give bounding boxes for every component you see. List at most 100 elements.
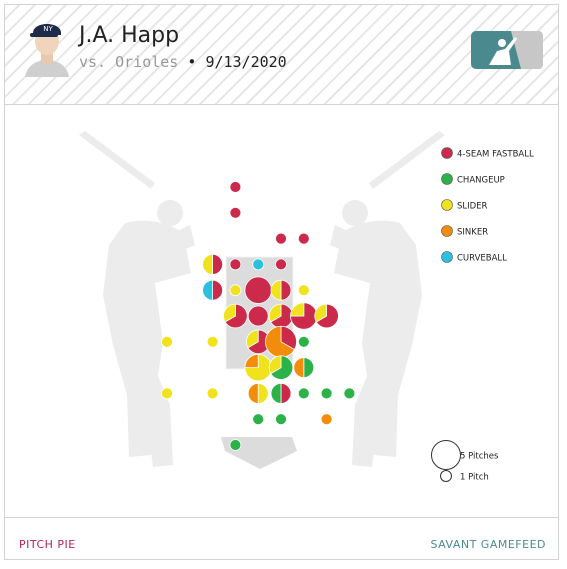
game-date: 9/13/2020 <box>205 53 287 71</box>
legend-swatch <box>441 147 453 159</box>
pitch-mark[interactable] <box>290 302 318 330</box>
pitch-slice-four_seam <box>229 181 242 193</box>
chart-legend: 4-SEAM FASTBALL CHANGEUP SLIDER SINKER CURVE… <box>441 147 534 264</box>
pitch-mark[interactable] <box>314 303 339 329</box>
pitch-mark[interactable] <box>244 353 272 382</box>
pitch-slice-slider <box>314 303 327 323</box>
pitch-mark[interactable] <box>206 335 219 348</box>
pitch-mark[interactable] <box>270 382 292 404</box>
pitch-slice-changeup <box>297 335 310 348</box>
pitch-slice-changeup <box>229 439 242 451</box>
pitch-mark[interactable] <box>252 258 265 271</box>
pitch-slice-four_seam <box>229 206 242 219</box>
pitch-slice-four_seam <box>244 276 272 304</box>
pitch-slice-curveball <box>202 279 213 301</box>
legend-item[interactable]: SLIDER <box>441 199 488 212</box>
pitch-slice-sinker <box>247 382 259 404</box>
pitch-slice-sinker <box>244 353 259 368</box>
pitch-mark[interactable] <box>265 325 297 358</box>
pitch-mark[interactable] <box>252 413 265 426</box>
game-subline: vs. Orioles • 9/13/2020 <box>79 53 287 71</box>
pitch-mark[interactable] <box>223 303 248 329</box>
pitch-slice-changeup <box>303 357 315 379</box>
pitch-slice-changeup <box>270 382 282 404</box>
pitch-slice-changeup <box>320 387 333 400</box>
pitch-mark[interactable] <box>275 232 287 245</box>
pitch-slice-four_seam <box>212 253 223 275</box>
pitch-slice-curveball <box>252 258 265 271</box>
player-name: J.A. Happ <box>79 23 180 48</box>
pitch-chart-card: NY J.A. Happ vs. Orioles • 9/13/2020 <box>4 4 559 560</box>
size-legend-circle <box>431 440 461 470</box>
pitch-mark[interactable] <box>297 387 310 400</box>
pitch-mark[interactable] <box>161 335 173 348</box>
svg-text:NY: NY <box>43 25 53 33</box>
pitch-mark[interactable] <box>297 335 310 348</box>
pitch-mark[interactable] <box>320 387 333 400</box>
pitch-mark[interactable] <box>229 258 242 271</box>
legend-label: 4-SEAM FASTBALL <box>457 150 534 160</box>
legend-swatch <box>441 173 453 185</box>
pitch-mark[interactable] <box>320 413 333 426</box>
pitch-slice-slider <box>206 387 219 400</box>
legend-item[interactable]: CURVEBALL <box>441 251 508 264</box>
pitch-slice-slider <box>161 335 173 348</box>
player-headshot-icon: NY <box>25 24 69 77</box>
pitch-mark[interactable] <box>206 387 219 400</box>
pitch-mark[interactable] <box>275 413 287 426</box>
legend-swatch <box>441 225 453 237</box>
size-legend-item: 1 Pitch <box>440 470 489 483</box>
pitch-mark[interactable] <box>275 258 287 271</box>
legend-item[interactable]: 4-SEAM FASTBALL <box>441 147 534 160</box>
pitch-mark[interactable] <box>244 276 272 304</box>
pitch-slice-slider <box>229 284 242 297</box>
pitch-pie-link[interactable]: PITCH PIE <box>19 538 76 551</box>
legend-item[interactable]: SINKER <box>441 225 489 238</box>
mlb-logo-icon[interactable] <box>471 31 543 69</box>
legend-label: SLIDER <box>457 202 488 212</box>
pitch-slice-four_seam <box>229 258 242 271</box>
pitch-mark[interactable] <box>268 303 294 329</box>
size-legend-label: 1 Pitch <box>460 473 489 483</box>
pitch-mark[interactable] <box>229 206 242 219</box>
pitch-mark[interactable] <box>229 181 242 193</box>
pitch-slice-slider <box>202 253 213 275</box>
pitch-slice-four_seam <box>315 303 339 329</box>
pitch-slice-four_seam <box>280 279 292 301</box>
pitch-slice-slider <box>268 303 282 323</box>
legend-item[interactable]: CHANGEUP <box>441 173 505 186</box>
pitch-slice-four_seam <box>297 232 310 245</box>
pitch-mark[interactable] <box>247 305 269 327</box>
pitch-mark[interactable] <box>202 279 223 301</box>
pitch-location-chart: 4-SEAM FASTBALL CHANGEUP SLIDER SINKER CURVE… <box>79 131 534 483</box>
pitch-mark[interactable] <box>297 284 310 297</box>
pitch-mark[interactable] <box>297 232 310 245</box>
size-legend-item: 5 Pitches <box>431 440 499 470</box>
pitch-mark[interactable] <box>161 387 173 400</box>
pitch-slice-changeup <box>343 387 356 400</box>
pitch-mark[interactable] <box>293 357 315 379</box>
pitch-slice-changeup <box>270 355 294 380</box>
pitch-mark[interactable] <box>245 329 271 354</box>
pitch-slice-changeup <box>252 413 265 426</box>
size-legend-label: 5 Pitches <box>460 452 499 462</box>
savant-gamefeed-link[interactable]: SAVANT GAMEFEED <box>430 538 546 551</box>
pitch-slice-sinker <box>265 325 296 358</box>
legend-label: CHANGEUP <box>457 176 505 186</box>
pitch-mark[interactable] <box>247 382 269 404</box>
size-legend: 5 Pitches 1 Pitch <box>431 440 499 483</box>
pitch-mark[interactable] <box>343 387 356 400</box>
pitch-mark[interactable] <box>202 253 223 275</box>
pitch-slice-slider <box>245 329 259 349</box>
pitch-slice-slider <box>270 279 282 301</box>
legend-label: CURVEBALL <box>457 254 507 264</box>
pitch-slice-changeup <box>297 387 310 400</box>
pitch-mark[interactable] <box>270 279 292 301</box>
pitch-mark[interactable] <box>229 284 242 297</box>
legend-label: SINKER <box>457 228 488 238</box>
pitch-mark[interactable] <box>268 355 294 380</box>
separator: • <box>187 53 197 71</box>
pitch-slice-sinker <box>293 357 305 379</box>
pitch-mark[interactable] <box>229 439 242 451</box>
pitch-slice-four_seam <box>224 303 248 329</box>
